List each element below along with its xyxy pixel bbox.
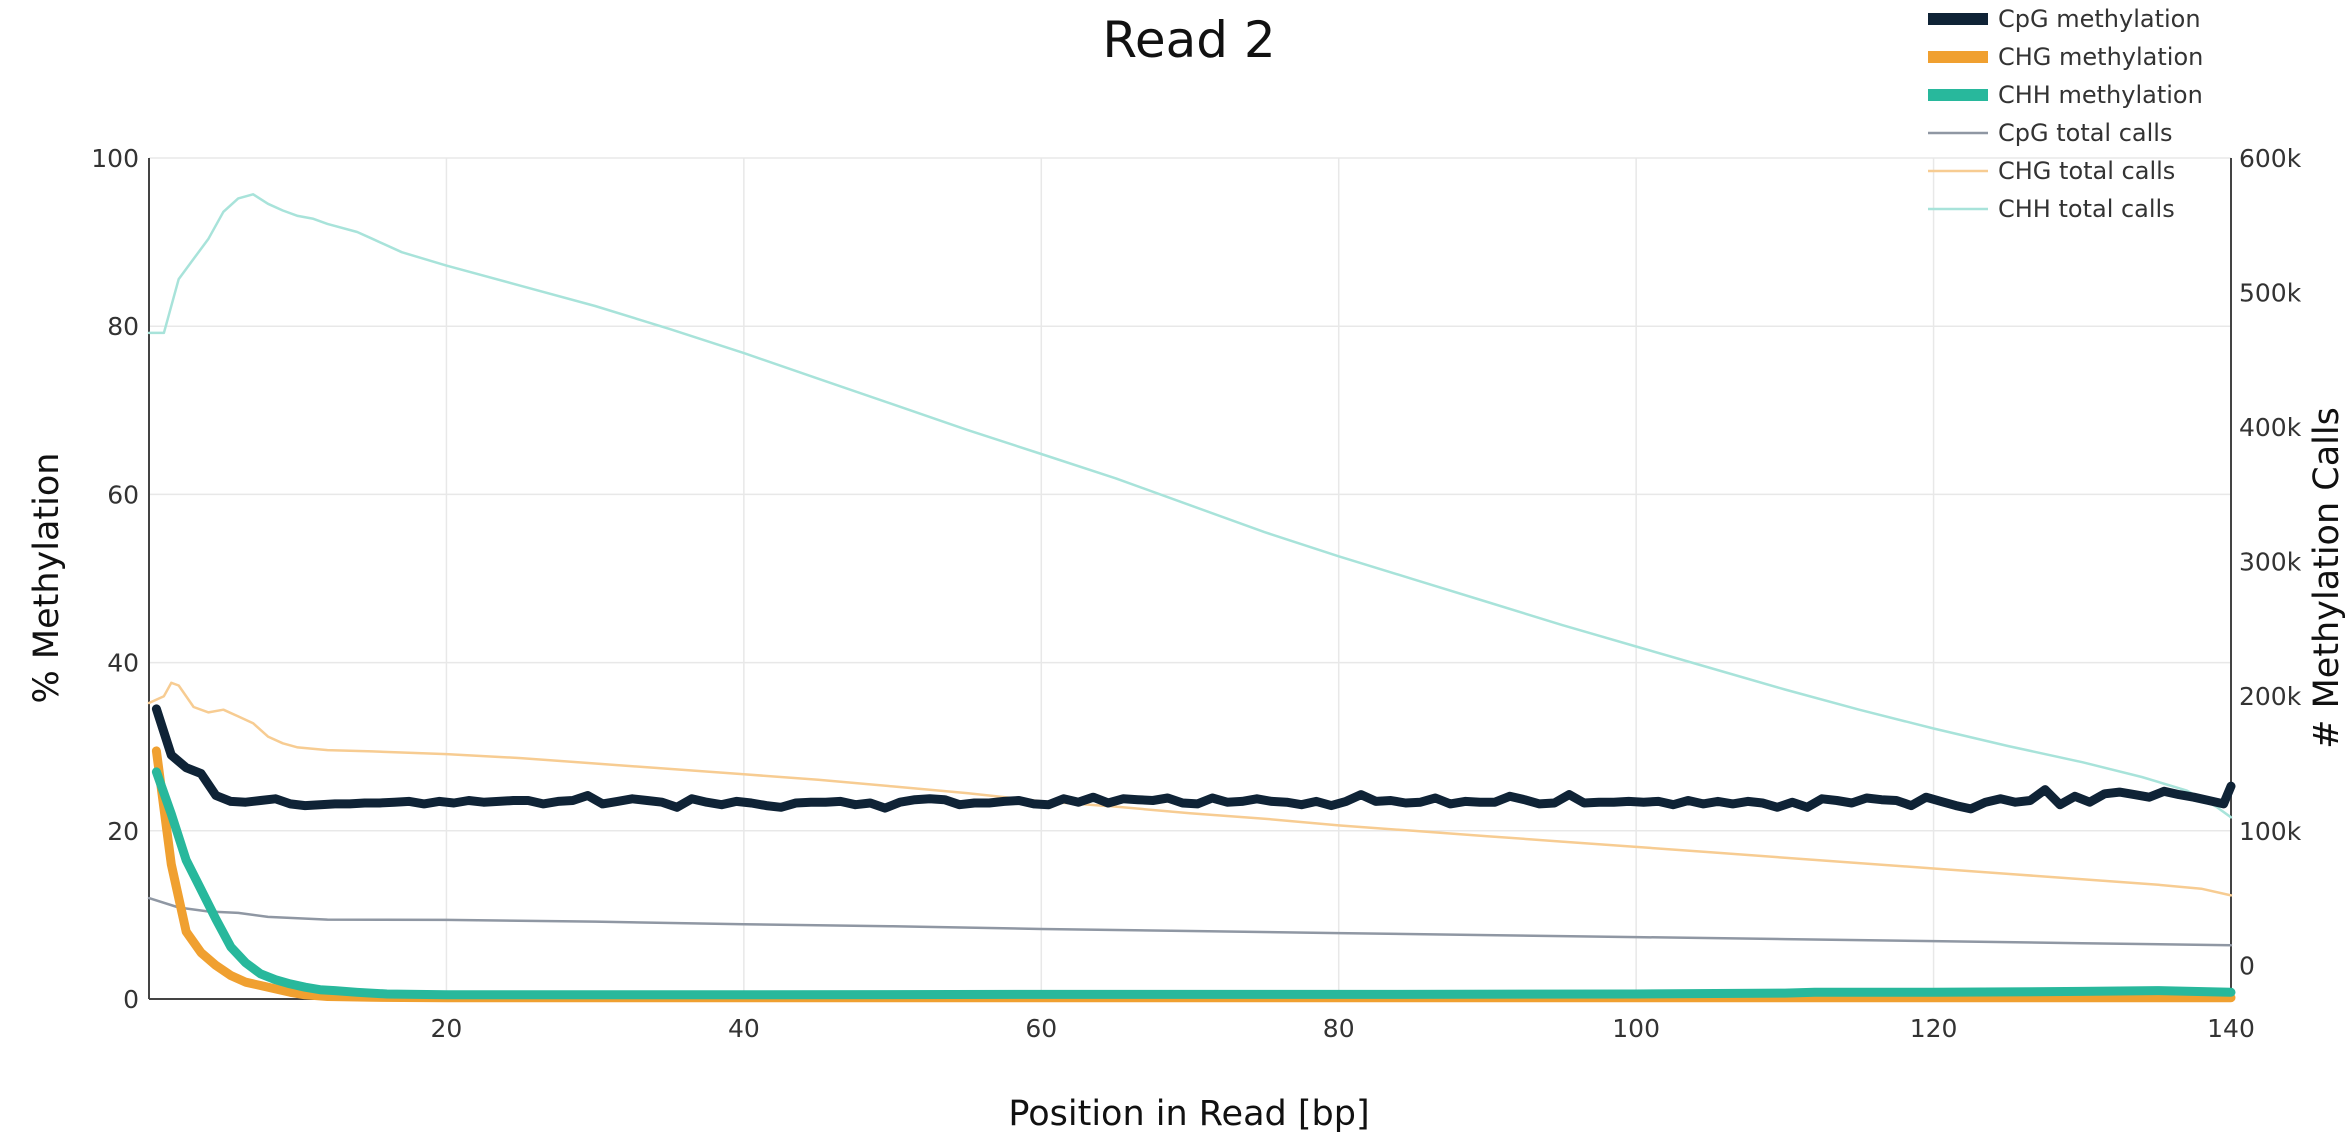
chart-title: Read 2 bbox=[1102, 11, 1275, 69]
y-tick-label: 20 bbox=[107, 817, 139, 846]
grid-lines bbox=[149, 157, 2232, 999]
y-tick-label: 60 bbox=[107, 480, 139, 509]
x-tick-label: 120 bbox=[1910, 1014, 1958, 1043]
y2-tick-label: 0 bbox=[2239, 951, 2255, 980]
legend-item-chh-total-calls[interactable]: CHH total calls bbox=[1928, 195, 2175, 223]
legend-item-chg-methylation[interactable]: CHG methylation bbox=[1928, 43, 2203, 71]
y2-tick-label: 500k bbox=[2239, 279, 2302, 308]
legend-label: CHG total calls bbox=[1998, 157, 2175, 185]
x-tick-label: 140 bbox=[2207, 1014, 2255, 1043]
tick-labels: 20 40 60 80 100 120 140 0 20 40 60 80 100 0 100k 200k 30… bbox=[91, 144, 2301, 1043]
y2-tick-label: 600k bbox=[2239, 144, 2302, 173]
legend-label: CpG total calls bbox=[1998, 119, 2172, 147]
y2-axis-title: # Methylation Calls bbox=[2307, 407, 2347, 749]
x-tick-label: 100 bbox=[1612, 1014, 1660, 1043]
chh-total-calls-line bbox=[147, 193, 2233, 819]
chg-methylation-line bbox=[151, 746, 2236, 1003]
legend[interactable]: CpG methylation CHG methylation CHH methyl… bbox=[1928, 5, 2203, 223]
chg-total-calls-line bbox=[147, 681, 2233, 897]
y-tick-label: 40 bbox=[107, 649, 139, 678]
axes bbox=[148, 158, 2232, 1000]
x-tick-label: 80 bbox=[1323, 1014, 1355, 1043]
legend-label: CHG methylation bbox=[1998, 43, 2203, 71]
legend-label: CHH total calls bbox=[1998, 195, 2175, 223]
y-tick-label: 80 bbox=[107, 312, 139, 341]
legend-item-cpg-methylation[interactable]: CpG methylation bbox=[1928, 5, 2201, 33]
legend-label: CpG methylation bbox=[1998, 5, 2201, 33]
series-lines bbox=[147, 193, 2236, 1003]
x-tick-label: 20 bbox=[431, 1014, 463, 1043]
y-tick-label: 100 bbox=[91, 144, 139, 173]
cpg-methylation-line bbox=[151, 704, 2236, 814]
y2-tick-label: 100k bbox=[2239, 817, 2302, 846]
legend-label: CHH methylation bbox=[1998, 81, 2203, 109]
y-axis-title: % Methylation bbox=[27, 453, 67, 704]
x-tick-label: 40 bbox=[728, 1014, 760, 1043]
chh-methylation-line bbox=[151, 767, 2236, 1000]
cpg-total-calls-line bbox=[147, 896, 2233, 947]
legend-item-chh-methylation[interactable]: CHH methylation bbox=[1928, 81, 2203, 109]
y2-tick-label: 400k bbox=[2239, 413, 2302, 442]
y2-tick-label: 200k bbox=[2239, 682, 2302, 711]
x-axis-title: Position in Read [bp] bbox=[1008, 1094, 1369, 1134]
y2-tick-label: 300k bbox=[2239, 548, 2302, 577]
x-tick-label: 60 bbox=[1025, 1014, 1057, 1043]
y-tick-label: 0 bbox=[123, 985, 139, 1014]
legend-item-cpg-total-calls[interactable]: CpG total calls bbox=[1928, 119, 2172, 147]
legend-item-chg-total-calls[interactable]: CHG total calls bbox=[1928, 157, 2175, 185]
